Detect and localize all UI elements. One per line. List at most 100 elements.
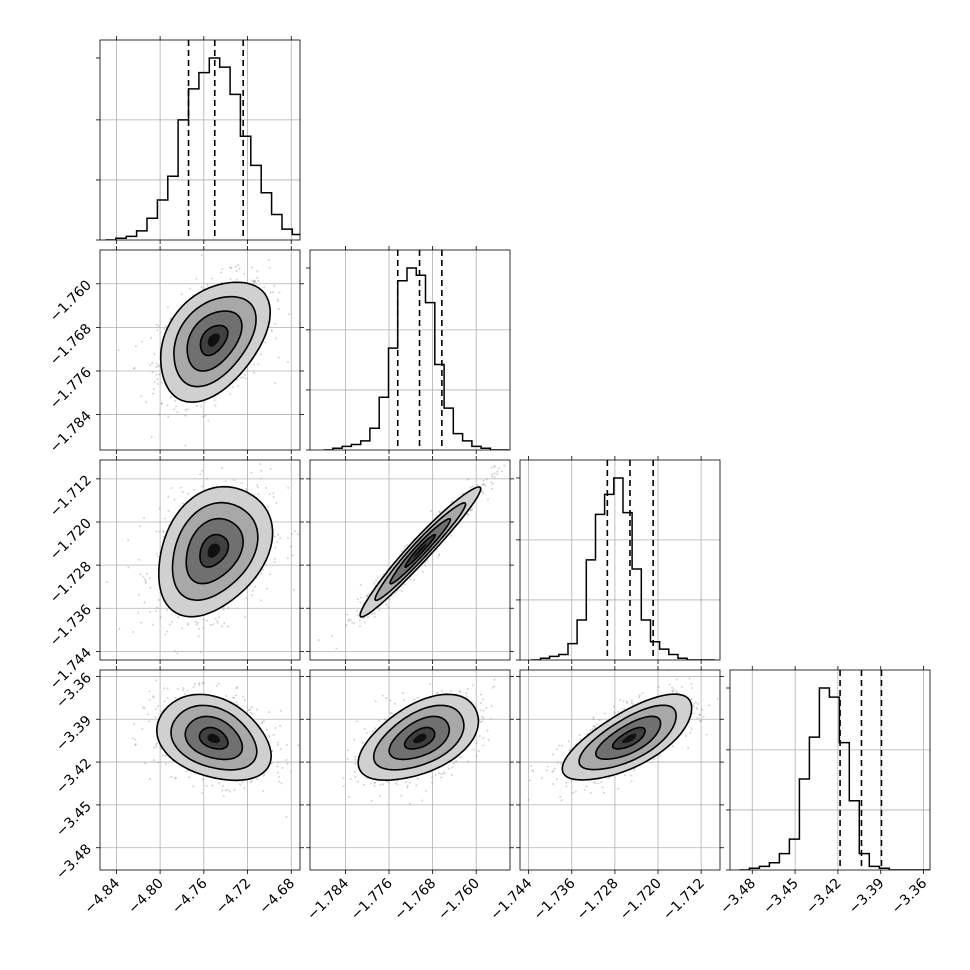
sample-point — [155, 606, 158, 609]
sample-point — [451, 500, 454, 503]
sample-point — [253, 282, 256, 285]
sample-point — [269, 573, 272, 576]
sample-point — [143, 707, 146, 710]
sample-point — [250, 471, 253, 474]
sample-point — [187, 492, 190, 495]
sample-point — [254, 585, 257, 588]
sample-point — [173, 649, 176, 652]
contour-line — [403, 726, 436, 750]
sample-point — [623, 707, 626, 710]
sample-point — [401, 550, 404, 553]
sample-point — [212, 623, 215, 626]
sample-point — [279, 748, 282, 751]
sample-point — [428, 683, 431, 686]
y-tick-label: −3.39 — [53, 713, 95, 755]
x-tick-label: −3.36 — [889, 875, 931, 917]
sample-point — [583, 789, 586, 792]
sample-point — [251, 266, 254, 269]
sample-point — [222, 608, 225, 611]
sample-point — [367, 592, 370, 595]
sample-point — [475, 754, 478, 757]
sample-point — [228, 790, 231, 793]
panel-content — [527, 670, 719, 802]
sample-point — [244, 488, 247, 491]
sample-point — [140, 395, 143, 398]
sample-point — [206, 283, 209, 286]
sample-point — [601, 786, 604, 789]
sample-point — [638, 694, 641, 697]
sample-point — [287, 536, 290, 539]
contour-line — [185, 517, 244, 585]
sample-point — [157, 555, 160, 558]
sample-point — [416, 696, 419, 699]
y-tick-label: −1.712 — [47, 472, 95, 520]
sample-point — [229, 393, 232, 396]
sample-point — [293, 588, 296, 591]
sample-point — [133, 722, 136, 725]
sample-point — [198, 682, 201, 685]
sample-point — [467, 513, 470, 516]
sample-point — [202, 618, 205, 621]
sample-point — [490, 466, 493, 469]
sample-point — [176, 615, 179, 618]
sample-point — [137, 593, 140, 596]
sample-point — [690, 687, 693, 690]
contour-line — [359, 486, 482, 618]
panel-frame — [519, 459, 721, 661]
x-tick-label: −1.720 — [617, 876, 665, 924]
sample-point — [163, 328, 166, 331]
sample-point — [192, 785, 195, 788]
sample-point — [303, 793, 305, 795]
sample-point — [466, 512, 469, 515]
sample-point — [184, 444, 187, 447]
density-band — [207, 543, 221, 558]
panel-content — [117, 254, 300, 447]
sample-point — [256, 484, 259, 487]
sample-point — [277, 299, 280, 302]
sample-point — [403, 583, 406, 586]
sample-point — [289, 545, 292, 548]
sample-point — [183, 692, 186, 695]
sample-point — [236, 703, 239, 706]
x-tick-label: −3.42 — [803, 876, 845, 918]
histogram-step-line — [531, 477, 715, 660]
sample-point — [221, 267, 224, 270]
sample-point — [469, 486, 472, 489]
sample-point — [688, 677, 691, 680]
sample-point — [174, 696, 177, 699]
sample-point — [144, 762, 147, 765]
sample-point — [574, 790, 577, 793]
sample-point — [262, 568, 265, 571]
sample-point — [157, 325, 160, 328]
sample-point — [173, 408, 176, 411]
panel-frame — [99, 459, 301, 661]
sample-point — [671, 686, 674, 689]
sample-point — [585, 785, 588, 788]
sample-point — [286, 762, 289, 765]
sample-point — [492, 465, 495, 468]
sample-point — [431, 776, 434, 779]
sample-point — [373, 612, 376, 615]
contour-line — [173, 295, 257, 388]
sample-point — [262, 774, 265, 777]
sample-point — [266, 505, 269, 508]
histogram-step-line — [323, 267, 509, 450]
sample-point — [613, 712, 616, 715]
sample-point — [426, 559, 429, 562]
sample-point — [470, 508, 473, 511]
sample-point — [232, 696, 235, 699]
sample-point — [146, 572, 149, 575]
sample-point — [146, 713, 149, 716]
sample-point — [406, 784, 409, 787]
sample-point — [270, 329, 273, 332]
sample-point — [174, 777, 177, 780]
sample-point — [630, 780, 633, 783]
sample-point — [694, 701, 697, 704]
sample-point — [356, 609, 359, 612]
sample-point — [378, 719, 381, 722]
sample-point — [342, 777, 345, 780]
sample-point — [622, 699, 625, 702]
contour-line — [389, 517, 452, 585]
sample-point — [259, 353, 262, 356]
